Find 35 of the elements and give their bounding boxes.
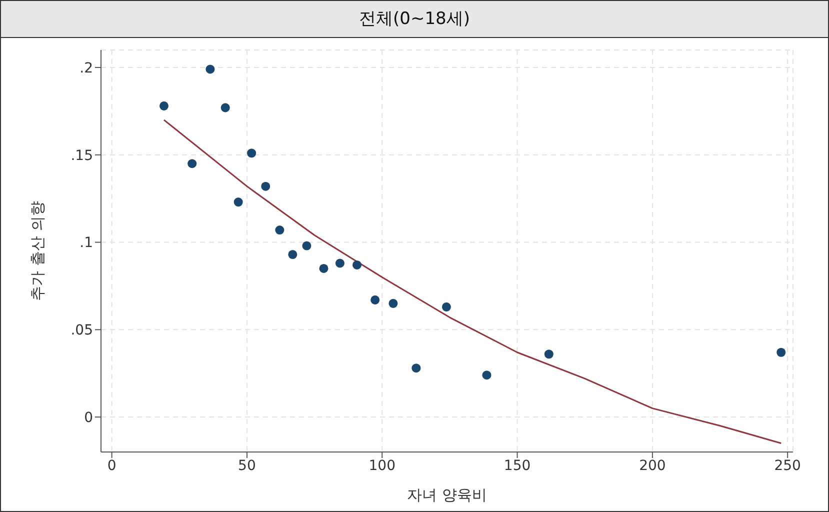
point xyxy=(335,258,344,268)
point xyxy=(370,295,380,304)
point xyxy=(352,260,362,270)
point xyxy=(261,182,270,191)
point xyxy=(544,350,554,359)
x-tick-label: 100 xyxy=(368,458,396,474)
point xyxy=(388,298,398,308)
point xyxy=(319,264,328,273)
point xyxy=(442,302,451,312)
point xyxy=(234,198,243,207)
point xyxy=(275,226,284,235)
point xyxy=(188,159,197,168)
point xyxy=(288,250,298,259)
y-axis-title: 추가 출산 의향 xyxy=(28,201,46,301)
point xyxy=(482,370,492,380)
y-tick-label: .15 xyxy=(70,148,93,164)
x-tick-label: 200 xyxy=(639,458,666,474)
point xyxy=(412,364,421,373)
x-tick-label: 50 xyxy=(238,458,256,474)
line-series xyxy=(163,119,782,444)
y-tick-label: .1 xyxy=(80,235,93,252)
point xyxy=(159,101,168,110)
y-tick-label: 0 xyxy=(84,410,93,426)
y-tick-label: .05 xyxy=(70,322,93,339)
x-tick-label: 0 xyxy=(107,458,116,474)
point xyxy=(302,241,312,250)
point xyxy=(776,348,786,357)
point xyxy=(220,103,230,112)
x-tick-label: 150 xyxy=(504,458,531,474)
y-tick-label: .2 xyxy=(80,60,93,76)
x-axis-title: 자녀 양육비 xyxy=(407,486,487,504)
x-tick-label: 250 xyxy=(774,458,801,474)
point xyxy=(206,64,215,74)
point xyxy=(247,148,256,158)
chart-title: 전체(0~18세) xyxy=(1,1,828,38)
